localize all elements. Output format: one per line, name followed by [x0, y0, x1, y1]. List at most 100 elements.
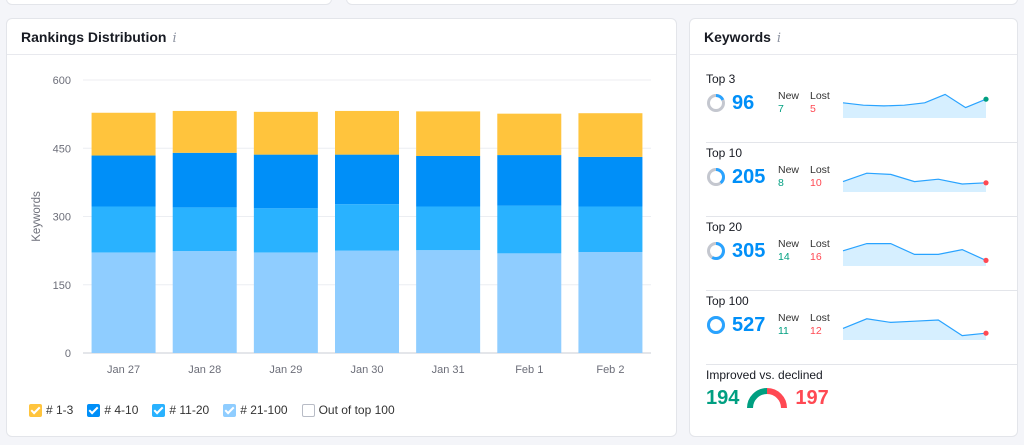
divider — [706, 142, 1018, 143]
new-label: New — [778, 164, 800, 176]
bar-segment[interactable] — [578, 251, 643, 353]
divider — [706, 364, 1018, 365]
keywords-card: Keywords i Top 3 96 New 7 Lost 5 Top 10 205 New 8 L… — [689, 18, 1018, 437]
rankings-header: Rankings Distribution i — [7, 19, 676, 55]
y-axis-label: Keywords — [31, 191, 43, 242]
keyword-group: Top 100 527 New 11 Lost 12 — [706, 294, 1018, 340]
bar-segment[interactable] — [416, 111, 481, 156]
progress-ring-icon — [707, 242, 725, 260]
lost-value[interactable]: 10 — [810, 177, 822, 189]
lost-stat: Lost 10 — [810, 164, 840, 190]
new-value[interactable]: 7 — [778, 103, 784, 115]
info-icon[interactable]: i — [776, 31, 782, 46]
bar-segment[interactable] — [335, 154, 399, 205]
keyword-count[interactable]: 305 — [732, 239, 766, 262]
x-tick-label: Jan 29 — [269, 364, 302, 376]
lost-value[interactable]: 5 — [810, 103, 816, 115]
trend-dot — [983, 330, 989, 336]
bar-segment[interactable] — [253, 111, 318, 155]
bar-segment[interactable] — [253, 208, 318, 253]
bar-segment[interactable] — [416, 206, 481, 251]
lost-stat: Lost 16 — [810, 238, 840, 264]
keyword-group: Top 20 305 New 14 Lost 16 — [706, 220, 1018, 266]
keyword-count[interactable]: 96 — [732, 91, 755, 114]
legend-item[interactable]: # 21-100 — [223, 403, 288, 417]
keyword-group-title: Top 20 — [706, 220, 743, 234]
y-tick-label: 450 — [53, 143, 71, 155]
lost-label: Lost — [810, 312, 830, 324]
improved-vs-declined: Improved vs. declined 194 197 — [706, 368, 1018, 410]
info-icon[interactable]: i — [172, 31, 177, 46]
legend-checkbox[interactable] — [223, 403, 237, 417]
legend-checkbox[interactable] — [29, 403, 42, 417]
new-stat: New 14 — [778, 238, 810, 264]
rankings-title: Rankings Distribution — [21, 29, 167, 45]
x-tick-label: Jan 28 — [188, 364, 221, 376]
legend-item[interactable]: # 1-3 — [29, 403, 73, 417]
bar-segment[interactable] — [497, 113, 562, 156]
lost-stat: Lost 5 — [810, 90, 840, 116]
trend-dot — [983, 180, 989, 186]
bar-segment[interactable] — [335, 204, 399, 251]
keyword-count[interactable]: 205 — [732, 165, 766, 188]
bar-segment[interactable] — [497, 253, 562, 353]
progress-ring-icon — [707, 316, 725, 334]
bar-segment[interactable] — [578, 156, 643, 207]
legend-label: Out of top 100 — [318, 403, 395, 417]
legend-checkbox[interactable] — [301, 403, 315, 417]
new-value[interactable]: 8 — [778, 177, 784, 189]
bar-segment[interactable] — [91, 206, 156, 253]
lost-value[interactable]: 12 — [810, 325, 822, 337]
y-tick-label: 150 — [53, 280, 71, 292]
bar-segment[interactable] — [253, 252, 318, 353]
bar-segment[interactable] — [172, 251, 237, 353]
bar-segment[interactable] — [172, 207, 237, 252]
bar-segment[interactable] — [335, 110, 399, 155]
bar-segment[interactable] — [253, 154, 318, 209]
bar-segment[interactable] — [416, 250, 481, 353]
bar-segment[interactable] — [578, 206, 643, 252]
sparkline — [842, 172, 989, 192]
y-tick-label: 600 — [53, 75, 71, 87]
keywords-title: Keywords — [704, 29, 771, 45]
trend-dot — [983, 257, 989, 263]
bar-segment[interactable] — [91, 155, 156, 207]
sparkline — [842, 318, 989, 340]
bar-segment[interactable] — [172, 110, 237, 153]
bar-segment[interactable] — [172, 152, 237, 208]
rankings-chart: 0 150 300 450 600 Keywords Jan 27 Jan 28 Jan 29 J… — [31, 75, 651, 376]
y-tick-label: 0 — [65, 348, 71, 360]
legend-item[interactable]: Out of top 100 — [301, 403, 395, 417]
keyword-count[interactable]: 527 — [732, 313, 766, 336]
new-label: New — [778, 312, 800, 324]
new-stat: New 11 — [778, 312, 810, 338]
keyword-group: Top 3 96 New 7 Lost 5 — [706, 72, 1018, 118]
new-value[interactable]: 14 — [778, 251, 790, 263]
x-tick-label: Feb 1 — [515, 364, 543, 376]
x-tick-label: Jan 30 — [350, 364, 383, 376]
lost-value[interactable]: 16 — [810, 251, 822, 263]
legend-item[interactable]: # 11-20 — [152, 403, 209, 417]
bar-segment[interactable] — [578, 113, 643, 157]
legend-item[interactable]: # 4-10 — [87, 403, 138, 417]
bar-segment[interactable] — [497, 205, 562, 254]
y-tick-label: 300 — [53, 212, 71, 224]
legend-checkbox[interactable] — [152, 403, 166, 417]
chart-legend: # 1-3 # 4-10 # 11-20 # 21-100 Out of top 100 — [29, 403, 395, 417]
new-stat: New 7 — [778, 90, 810, 116]
x-tick-label: Jan 31 — [432, 364, 465, 376]
bar-segment[interactable] — [91, 252, 156, 353]
legend-checkbox[interactable] — [87, 403, 101, 417]
improved-title: Improved vs. declined — [706, 368, 823, 382]
new-value[interactable]: 11 — [778, 325, 789, 337]
legend-label: # 21-100 — [240, 403, 288, 417]
lost-label: Lost — [810, 164, 830, 176]
keyword-group-title: Top 3 — [706, 72, 736, 86]
sparkline — [842, 242, 989, 266]
bar-segment[interactable] — [416, 155, 481, 207]
new-label: New — [778, 90, 800, 102]
legend-label: # 1-3 — [46, 403, 74, 417]
bar-segment[interactable] — [91, 112, 156, 156]
bar-segment[interactable] — [497, 155, 562, 206]
bar-segment[interactable] — [335, 250, 399, 353]
